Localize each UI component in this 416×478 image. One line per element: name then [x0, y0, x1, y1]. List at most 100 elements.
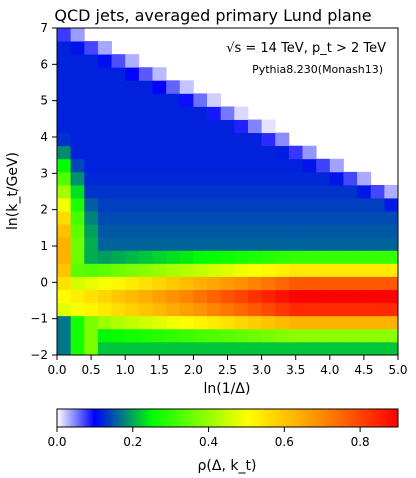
- heatmap-cell: [84, 211, 99, 225]
- heatmap-cell: [70, 184, 85, 199]
- heatmap-cell: [234, 315, 249, 330]
- heatmap-cell: [384, 328, 399, 343]
- heatmap-cell: [207, 302, 222, 317]
- heatmap-cell: [84, 250, 99, 264]
- heatmap-cell: [166, 237, 181, 251]
- heatmap-cell: [220, 263, 235, 277]
- heatmap-cell: [125, 341, 140, 356]
- heatmap-cell: [207, 106, 222, 120]
- heatmap-cell: [370, 237, 385, 251]
- heatmap-cell: [138, 276, 153, 290]
- heatmap-cell: [152, 250, 167, 264]
- y-axis-ticks: −2 −1 0 1 2 3 4 5 6 7: [30, 21, 57, 362]
- heatmap-cell: [97, 211, 112, 225]
- heatmap-cell: [384, 276, 399, 290]
- heatmap-cell: [288, 276, 303, 290]
- heatmap-cell: [57, 341, 72, 356]
- heatmap-cell: [261, 237, 276, 251]
- heatmap-cell: [220, 276, 235, 290]
- heatmap-cell: [275, 315, 290, 330]
- heatmap-cell: [261, 211, 276, 225]
- heatmap-cell: [70, 315, 85, 330]
- heatmap-cell: [234, 158, 249, 173]
- heatmap-cell: [247, 211, 262, 225]
- heatmap-cell: [152, 119, 167, 134]
- heatmap-cell: [329, 315, 344, 330]
- heatmap-cell: [207, 328, 222, 343]
- heatmap-cell: [179, 263, 194, 277]
- heatmap-cell: [125, 145, 140, 160]
- heatmap-cell: [57, 119, 72, 134]
- heatmap-cell: [57, 158, 72, 173]
- heatmap-cell: [179, 289, 194, 304]
- heatmap-cell: [247, 341, 262, 356]
- heatmap-cell: [275, 302, 290, 317]
- heatmap-cell: [125, 302, 140, 317]
- heatmap-cell: [357, 211, 372, 225]
- y-tick-label: −2: [30, 348, 48, 362]
- heatmap-cell: [261, 158, 276, 173]
- x-tick-label: 2.5: [218, 363, 237, 377]
- heatmap-cell: [111, 224, 126, 238]
- heatmap-cell: [70, 328, 85, 343]
- heatmap-cell: [138, 250, 153, 264]
- heatmap-cell: [138, 302, 153, 317]
- heatmap-cell: [179, 171, 194, 186]
- heatmap-cell: [125, 289, 140, 304]
- heatmap-cell: [302, 276, 317, 290]
- heatmap-cell: [70, 158, 85, 173]
- heatmap-cell: [138, 289, 153, 304]
- heatmap-cell: [234, 237, 249, 251]
- heatmap-cell: [302, 315, 317, 330]
- heatmap-cell: [288, 145, 303, 160]
- heatmap-cell: [261, 250, 276, 264]
- heatmap-cell: [193, 263, 208, 277]
- heatmap-cell: [138, 145, 153, 160]
- heatmap-cell: [97, 224, 112, 238]
- heatmap-cell: [370, 341, 385, 356]
- colorbar-tick-label: 0.8: [351, 435, 370, 449]
- heatmap-cell: [70, 145, 85, 160]
- heatmap-cell: [384, 198, 399, 212]
- heatmap-cell: [70, 341, 85, 356]
- heatmap-cell: [138, 132, 153, 147]
- heatmap-cell: [288, 224, 303, 238]
- heatmap-cell: [261, 302, 276, 317]
- heatmap-cell: [220, 184, 235, 199]
- heatmap-cell: [329, 171, 344, 186]
- heatmap-cell: [329, 184, 344, 199]
- heatmap-cell: [84, 41, 99, 55]
- heatmap-cell: [179, 224, 194, 238]
- heatmap-cell: [179, 198, 194, 212]
- heatmap-cell: [70, 171, 85, 186]
- heatmap-cell: [97, 263, 112, 277]
- heatmap-cell: [193, 184, 208, 199]
- heatmap-cell: [288, 302, 303, 317]
- heatmap-cell: [220, 211, 235, 225]
- heatmap-cell: [179, 106, 194, 120]
- heatmap-cell: [329, 263, 344, 277]
- heatmap-cell: [247, 263, 262, 277]
- heatmap-cell: [125, 171, 140, 186]
- heatmap-cell: [302, 171, 317, 186]
- x-tick-label: 3.0: [252, 363, 271, 377]
- x-tick-label: 0.5: [82, 363, 101, 377]
- heatmap-cell: [57, 93, 72, 107]
- heatmap-cell: [288, 263, 303, 277]
- heatmap-cell: [70, 93, 85, 107]
- heatmap-cell: [302, 250, 317, 264]
- heatmap-cell: [111, 263, 126, 277]
- heatmap-cell: [125, 93, 140, 107]
- heatmap-cell: [138, 198, 153, 212]
- heatmap-cell: [357, 289, 372, 304]
- colorbar-tick-label: 0.6: [275, 435, 294, 449]
- heatmap-cell: [247, 132, 262, 147]
- heatmap-cell: [97, 328, 112, 343]
- heatmap-cell: [152, 198, 167, 212]
- heatmap-cell: [166, 224, 181, 238]
- heatmap-cell: [70, 28, 85, 42]
- heatmap-cell: [179, 93, 194, 107]
- y-tick-label: 3: [40, 166, 48, 180]
- heatmap-cell: [370, 211, 385, 225]
- heatmap-cell: [138, 106, 153, 120]
